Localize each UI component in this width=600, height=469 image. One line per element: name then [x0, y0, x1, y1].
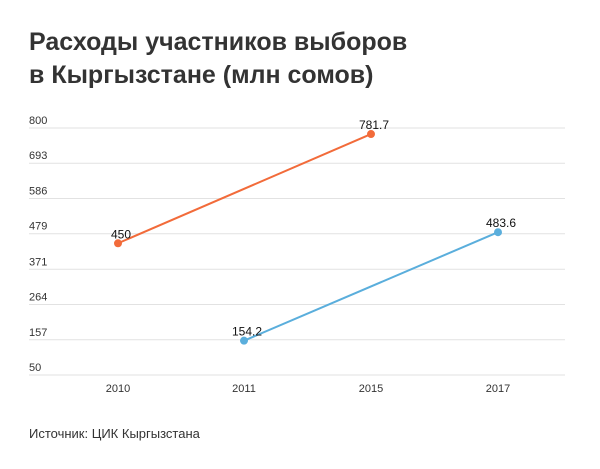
- x-tick-label: 2010: [106, 383, 130, 395]
- x-tick-label: 2011: [232, 383, 256, 395]
- y-tick-label: 157: [29, 327, 47, 339]
- y-tick-label: 264: [29, 292, 47, 304]
- y-tick-label: 800: [29, 115, 47, 127]
- x-tick-label: 2015: [359, 383, 383, 395]
- source-note: Источник: ЦИК Кыргызстана: [29, 426, 200, 441]
- y-tick-label: 371: [29, 256, 47, 268]
- data-point: [114, 239, 122, 248]
- data-label: 483.6: [486, 216, 516, 230]
- chart-title-line-2: в Кыргызстане (млн сомов): [29, 61, 374, 89]
- data-label: 450: [111, 227, 131, 241]
- y-tick-label: 479: [29, 221, 47, 233]
- y-tick-label: 50: [29, 362, 41, 374]
- chart-title: Расходы участников выборов в Кыргызстане…: [29, 26, 549, 92]
- data-label: 781.7: [359, 118, 389, 132]
- y-tick-label: 693: [29, 150, 47, 162]
- data-label: 154.2: [232, 325, 262, 339]
- data-point: [494, 228, 502, 237]
- data-point: [367, 130, 375, 139]
- y-tick-label: 586: [29, 185, 47, 197]
- x-tick-label: 2017: [486, 383, 510, 395]
- chart-title-line-1: Расходы участников выборов: [29, 28, 408, 56]
- series-line: [117, 133, 372, 245]
- data-point: [240, 336, 248, 345]
- series-line: [243, 231, 499, 342]
